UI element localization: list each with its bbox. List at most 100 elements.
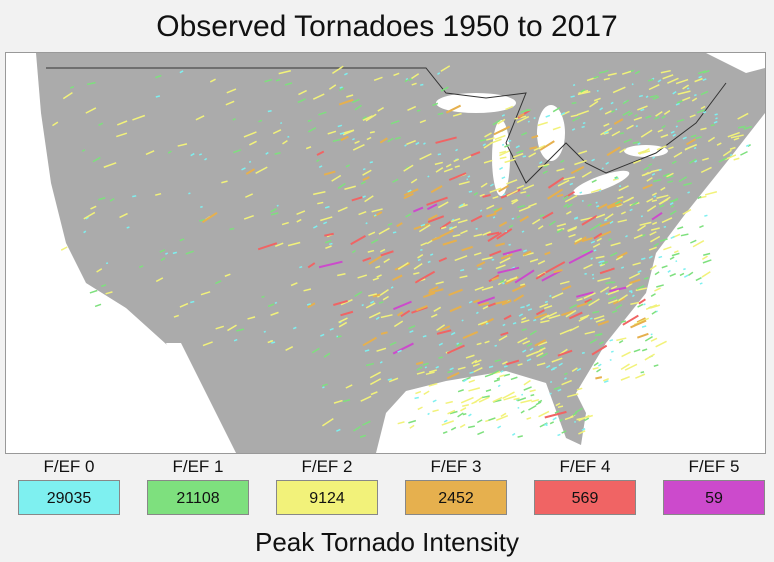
tornado-track-ef2 — [511, 198, 518, 203]
tornado-track-ef2 — [619, 148, 626, 154]
tornado-track-ef2 — [52, 121, 59, 127]
tornado-track-ef0 — [172, 251, 178, 255]
tornado-track-ef1 — [680, 233, 689, 237]
tornado-track-ef3 — [486, 212, 497, 218]
tornado-track-ef2 — [471, 400, 478, 405]
tornado-track-ef3 — [403, 188, 419, 197]
tornado-track-ef3 — [616, 251, 628, 259]
tornado-track-ef1 — [688, 271, 694, 276]
tornado-track-ef0 — [467, 175, 471, 178]
tornado-track-ef0 — [637, 270, 642, 274]
legend-label: F/EF 2 — [301, 457, 353, 476]
tornado-track-ef1 — [392, 178, 399, 183]
tornado-track-ef0 — [233, 338, 238, 342]
tornado-track-ef1 — [594, 222, 602, 228]
tornado-track-ef0 — [571, 128, 576, 131]
tornado-track-ef0 — [336, 428, 341, 432]
tornado-track-ef0 — [550, 367, 556, 371]
tornado-track-ef0 — [438, 342, 444, 346]
tornado-track-ef2 — [155, 277, 164, 283]
tornado-track-ef0 — [407, 189, 412, 193]
tornado-track-ef2 — [409, 424, 415, 429]
tornado-track-ef2 — [371, 208, 383, 213]
tornado-track-ef2 — [616, 337, 627, 342]
tornado-track-ef2 — [360, 395, 372, 402]
tornado-track-ef2 — [433, 306, 442, 312]
tornado-track-ef0 — [424, 366, 427, 369]
tornado-track-ef2 — [366, 136, 372, 141]
tornado-track-ef2 — [468, 387, 481, 392]
tornado-track-ef0 — [198, 153, 203, 156]
tornado-track-ef2 — [646, 205, 657, 212]
tornado-track-ef3 — [422, 291, 436, 299]
tornado-track-ef2 — [543, 305, 553, 310]
tornado-track-ef2 — [365, 113, 377, 122]
tornado-track-ef1 — [611, 310, 618, 314]
tornado-track-ef2 — [436, 324, 446, 331]
tornado-track-ef3 — [630, 319, 647, 329]
tornado-track-ef2 — [200, 291, 211, 296]
tornado-track-ef1 — [643, 276, 649, 280]
tornado-track-ef1 — [697, 195, 702, 200]
tornado-tracks — [52, 65, 753, 438]
tornado-track-ef0 — [672, 133, 677, 137]
tornado-track-ef2 — [459, 275, 468, 279]
tornado-track-ef2 — [603, 123, 610, 127]
tornado-track-ef1 — [354, 104, 362, 111]
tornado-track-ef1 — [598, 341, 605, 346]
tornado-track-ef2 — [654, 287, 661, 292]
tornado-track-ef1 — [476, 419, 483, 424]
tornado-track-ef2 — [645, 304, 658, 311]
tornado-track-ef0 — [280, 121, 283, 125]
tornado-track-ef3 — [478, 301, 490, 307]
tornado-track-ef1 — [484, 373, 494, 378]
tornado-track-ef1 — [482, 395, 490, 399]
tornado-track-ef2 — [285, 346, 294, 351]
tornado-track-ef2 — [255, 166, 268, 174]
tornado-track-ef2 — [537, 341, 548, 347]
tornado-track-ef1 — [610, 252, 618, 257]
tornado-track-ef2 — [528, 202, 537, 208]
tornado-track-ef1 — [370, 238, 379, 244]
tornado-track-ef2 — [632, 262, 641, 266]
tornado-track-ef0 — [573, 217, 578, 220]
tornado-track-ef0 — [339, 86, 343, 89]
tornado-track-ef1 — [697, 70, 707, 75]
tornado-track-ef2 — [483, 142, 493, 149]
tornado-track-ef3 — [534, 312, 548, 320]
tornado-track-ef3 — [396, 222, 403, 228]
tornado-track-ef2 — [538, 410, 550, 418]
tornado-track-ef0 — [698, 75, 703, 79]
tornado-track-ef1 — [311, 347, 320, 354]
tornado-track-ef0 — [248, 160, 252, 163]
tornado-track-ef1 — [556, 228, 564, 234]
tornado-track-ef0 — [683, 268, 686, 271]
tornado-track-ef2 — [646, 197, 654, 203]
tornado-track-ef1 — [477, 431, 485, 436]
tornado-track-ef1 — [504, 144, 510, 148]
tornado-track-ef2 — [600, 127, 613, 136]
tornado-track-ef0 — [414, 396, 419, 400]
tornado-track-ef0 — [365, 222, 368, 225]
tornado-track-ef2 — [370, 378, 382, 386]
tornado-track-ef1 — [493, 378, 501, 383]
tornado-track-ef2 — [622, 196, 635, 204]
tornado-track-ef3 — [606, 146, 621, 157]
tornado-track-ef2 — [338, 321, 348, 328]
tornado-track-ef1 — [351, 249, 356, 254]
lake-erie — [572, 170, 630, 196]
tornado-track-ef0 — [369, 161, 374, 164]
tornado-track-ef4 — [544, 261, 566, 274]
tornado-track-ef1 — [656, 284, 664, 288]
tornado-track-ef1 — [665, 175, 674, 179]
tornado-track-ef0 — [686, 87, 690, 90]
tornado-track-ef1 — [308, 127, 317, 133]
tornado-track-ef0 — [529, 347, 534, 351]
tornado-track-ef1 — [695, 136, 702, 140]
tornado-track-ef1 — [416, 109, 421, 112]
legend-count-ef2: 9124 — [276, 480, 378, 515]
tornado-track-ef2 — [105, 291, 113, 295]
tornado-track-ef1 — [548, 220, 556, 226]
tornado-track-ef0 — [497, 384, 501, 388]
tornado-track-ef2 — [595, 255, 605, 259]
